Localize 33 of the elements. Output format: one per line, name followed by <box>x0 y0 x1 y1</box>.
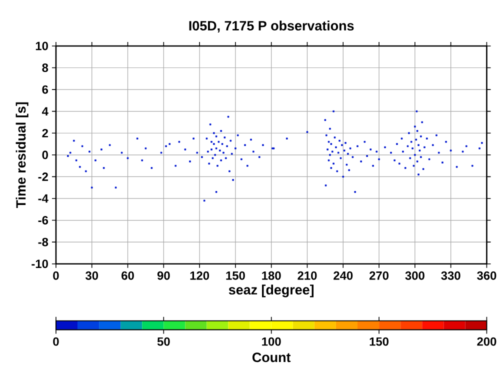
y-tick-label: -2 <box>38 172 48 181</box>
y-tick-label: -6 <box>38 216 48 225</box>
x-tick-label: 330 <box>441 271 460 280</box>
x-tick-label: 240 <box>334 271 353 280</box>
y-tick-label: 4 <box>42 107 48 116</box>
color-bar-label: 200 <box>477 337 496 346</box>
x-tick-label: 90 <box>157 271 170 280</box>
y-tick-label: -4 <box>38 194 48 203</box>
y-tick-label: 8 <box>42 64 48 72</box>
y-tick-label: 6 <box>42 85 48 94</box>
x-tick-label: 360 <box>477 271 496 280</box>
color-bar-title: Count <box>252 352 291 362</box>
color-bar-label: 50 <box>157 337 170 346</box>
x-tick-label: 270 <box>369 271 389 280</box>
x-tick-label: 300 <box>405 271 424 280</box>
y-tick-label: 10 <box>36 42 48 50</box>
chart-title: I05D, 7175 P observations <box>189 20 354 33</box>
y-axis-title: Time residual [s] <box>16 102 28 208</box>
x-tick-label: 30 <box>86 271 98 280</box>
x-axis-title: seaz [degree] <box>228 284 314 298</box>
x-tick-label: 210 <box>298 271 317 280</box>
color-bar-label: 100 <box>262 337 281 346</box>
y-tick-label: -8 <box>38 238 48 246</box>
y-tick-label: 2 <box>42 129 48 138</box>
x-tick-label: 150 <box>226 271 245 280</box>
color-bar-label: 150 <box>370 337 389 346</box>
x-tick-label: 60 <box>122 271 134 280</box>
y-tick-label: -10 <box>32 260 48 268</box>
x-tick-label: 180 <box>262 271 281 280</box>
x-tick-label: 0 <box>53 271 59 280</box>
y-tick-label: 0 <box>42 150 48 160</box>
color-bar-label: 0 <box>53 337 59 346</box>
x-tick-label: 120 <box>190 271 210 280</box>
